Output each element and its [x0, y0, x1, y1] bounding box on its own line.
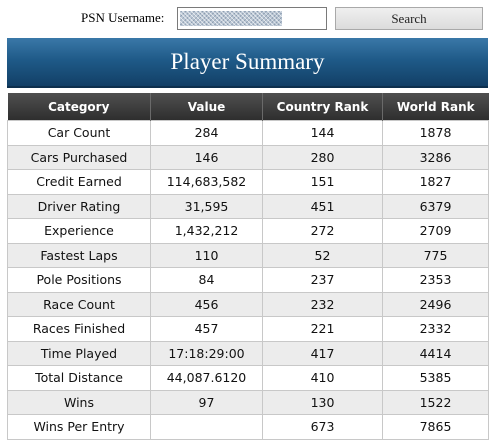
value-cell: 114,683,582	[150, 169, 263, 195]
category-cell: Fastest Laps	[7, 242, 151, 268]
table-row: Experience 1,432,212 272 2709	[7, 218, 489, 244]
world-rank-cell: 1827	[382, 169, 489, 195]
value-cell	[150, 414, 263, 440]
search-bar: PSN Username: Search	[0, 0, 495, 36]
redacted-username-value	[180, 11, 282, 26]
value-cell: 284	[150, 120, 263, 146]
table-row: Cars Purchased 146 280 3286	[7, 144, 489, 170]
table-body: Car Count 284 144 1878 Cars Purchased 14…	[7, 120, 489, 440]
country-rank-cell: 232	[262, 291, 383, 317]
category-cell: Driver Rating	[7, 193, 151, 219]
player-summary-banner: Player Summary	[7, 38, 488, 88]
country-rank-cell: 237	[262, 267, 383, 293]
category-cell: Total Distance	[7, 365, 151, 391]
table-row: Driver Rating 31,595 451 6379	[7, 193, 489, 219]
world-rank-cell: 2496	[382, 291, 489, 317]
value-cell: 17:18:29:00	[150, 340, 263, 366]
country-rank-cell: 151	[262, 169, 383, 195]
table-row: Total Distance 44,087.6120 410 5385	[7, 365, 489, 391]
country-rank-cell: 272	[262, 218, 383, 244]
category-cell: Races Finished	[7, 316, 151, 342]
country-rank-cell: 130	[262, 389, 383, 415]
country-rank-cell: 221	[262, 316, 383, 342]
world-rank-cell: 3286	[382, 144, 489, 170]
value-cell: 457	[150, 316, 263, 342]
country-rank-cell: 451	[262, 193, 383, 219]
world-rank-cell: 4414	[382, 340, 489, 366]
world-rank-cell: 1522	[382, 389, 489, 415]
category-cell: Car Count	[7, 120, 151, 146]
psn-username-input[interactable]	[177, 7, 327, 30]
country-rank-cell: 144	[262, 120, 383, 146]
value-cell: 97	[150, 389, 263, 415]
category-cell: Credit Earned	[7, 169, 151, 195]
table-row: Car Count 284 144 1878	[7, 120, 489, 146]
world-rank-cell: 2353	[382, 267, 489, 293]
world-rank-cell: 2332	[382, 316, 489, 342]
table-row: Race Count 456 232 2496	[7, 291, 489, 317]
value-cell: 31,595	[150, 193, 263, 219]
country-rank-cell: 673	[262, 414, 383, 440]
category-cell: Time Played	[7, 340, 151, 366]
value-cell: 146	[150, 144, 263, 170]
world-rank-cell: 6379	[382, 193, 489, 219]
category-cell: Wins	[7, 389, 151, 415]
category-cell: Wins Per Entry	[7, 414, 151, 440]
column-header-category: Category	[7, 93, 151, 121]
table-row: Pole Positions 84 237 2353	[7, 267, 489, 293]
category-cell: Pole Positions	[7, 267, 151, 293]
page-title: Player Summary	[170, 49, 325, 74]
world-rank-cell: 775	[382, 242, 489, 268]
country-rank-cell: 52	[262, 242, 383, 268]
table-header-row: Category Value Country Rank World Rank	[7, 93, 489, 121]
table-row: Wins 97 130 1522	[7, 389, 489, 415]
psn-username-label: PSN Username:	[81, 10, 165, 25]
value-cell: 44,087.6120	[150, 365, 263, 391]
value-cell: 84	[150, 267, 263, 293]
table-row: Fastest Laps 110 52 775	[7, 242, 489, 268]
value-cell: 456	[150, 291, 263, 317]
world-rank-cell: 5385	[382, 365, 489, 391]
column-header-world-rank: World Rank	[382, 93, 489, 121]
world-rank-cell: 2709	[382, 218, 489, 244]
column-header-country-rank: Country Rank	[262, 93, 383, 121]
table-row: Time Played 17:18:29:00 417 4414	[7, 340, 489, 366]
country-rank-cell: 410	[262, 365, 383, 391]
search-button[interactable]: Search	[335, 7, 483, 30]
player-summary-table: Category Value Country Rank World Rank C…	[7, 93, 489, 440]
category-cell: Race Count	[7, 291, 151, 317]
category-cell: Experience	[7, 218, 151, 244]
value-cell: 1,432,212	[150, 218, 263, 244]
table-row: Wins Per Entry 673 7865	[7, 414, 489, 440]
value-cell: 110	[150, 242, 263, 268]
column-header-value: Value	[150, 93, 263, 121]
table-row: Credit Earned 114,683,582 151 1827	[7, 169, 489, 195]
table-row: Races Finished 457 221 2332	[7, 316, 489, 342]
country-rank-cell: 417	[262, 340, 383, 366]
category-cell: Cars Purchased	[7, 144, 151, 170]
world-rank-cell: 7865	[382, 414, 489, 440]
country-rank-cell: 280	[262, 144, 383, 170]
world-rank-cell: 1878	[382, 120, 489, 146]
